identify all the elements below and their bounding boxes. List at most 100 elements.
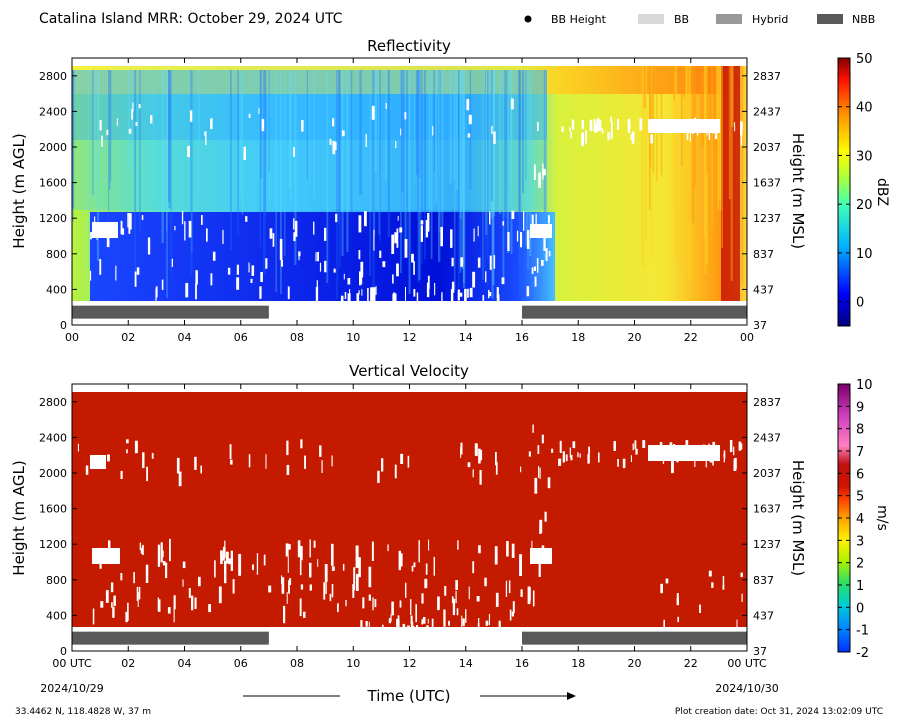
velocity-colorbar-ticks: -2 -1 0 1 2 3 4 5 6 7 8 9 10 xyxy=(838,378,873,661)
reflectivity-streak xyxy=(433,70,435,171)
velocity-gap xyxy=(577,452,579,458)
reflectivity-gap xyxy=(385,103,387,109)
velocity-gap xyxy=(476,596,480,602)
reflectivity-gap xyxy=(571,119,575,130)
reflectivity-gap xyxy=(394,293,397,309)
reflectivity-gap xyxy=(174,225,176,231)
reflectivity-streak xyxy=(313,70,315,197)
velocity-gap xyxy=(685,440,689,450)
reflectivity-gap xyxy=(537,121,539,131)
velocity-x-tick-label: 08 xyxy=(290,657,304,670)
reflectivity-gap xyxy=(493,131,496,144)
reflectivity-gap xyxy=(470,290,472,295)
velocity-gap xyxy=(723,453,725,463)
reflectivity-gap xyxy=(90,232,92,240)
reflectivity-gap xyxy=(250,278,253,283)
reflectivity-streak xyxy=(645,66,648,242)
reflectivity-gap xyxy=(511,210,515,219)
velocity-gap xyxy=(358,557,361,578)
reflectivity-y-tick-label-right: 1237 xyxy=(753,212,781,225)
reflectivity-streak xyxy=(131,70,133,170)
reflectivity-gap xyxy=(127,213,129,228)
reflectivity-x-tick-label: 04 xyxy=(178,331,192,344)
velocity-gap xyxy=(541,545,545,551)
reflectivity-streak xyxy=(469,70,472,190)
velocity-colorbar-tick-label: 8 xyxy=(856,423,864,438)
velocity-colorbar-tick-label: 5 xyxy=(856,490,864,505)
velocity-gap xyxy=(722,585,725,590)
reflectivity-low-echo-layer-2 xyxy=(72,140,547,210)
reflectivity-gap xyxy=(347,278,351,285)
velocity-gap xyxy=(286,440,289,456)
reflectivity-gap xyxy=(416,292,419,309)
velocity-gap xyxy=(708,570,712,577)
reflectivity-streak xyxy=(326,70,329,283)
velocity-gap xyxy=(360,620,363,631)
velocity-gap xyxy=(120,470,123,479)
reflectivity-gap xyxy=(617,119,620,130)
velocity-gap xyxy=(462,618,465,627)
reflectivity-streak xyxy=(413,70,416,186)
reflectivity-y-tick-label-left: 1200 xyxy=(39,212,67,225)
reflectivity-streak xyxy=(170,70,172,274)
reflectivity-x-tick-label: 16 xyxy=(515,331,529,344)
reflectivity-gap xyxy=(90,270,92,281)
velocity-field xyxy=(72,392,747,627)
velocity-gap xyxy=(139,542,141,551)
time-axis-arrow: Time (UTC) xyxy=(243,687,576,705)
reflectivity-gap xyxy=(315,252,317,262)
reflectivity-gap xyxy=(243,146,246,161)
reflectivity-gap xyxy=(548,215,550,224)
reflectivity-streak xyxy=(648,66,651,209)
reflectivity-y-tick-label-right: 1637 xyxy=(753,177,781,190)
velocity-gap xyxy=(218,586,222,604)
velocity-gap xyxy=(461,615,463,631)
velocity-gap xyxy=(162,561,166,566)
legend-label-bb-height: BB Height xyxy=(551,13,607,26)
reflectivity-streak xyxy=(741,66,744,285)
velocity-gap xyxy=(353,567,356,591)
reflectivity-x-tick-label: 06 xyxy=(234,331,248,344)
reflectivity-y-tick-label-right: 37 xyxy=(753,319,767,332)
velocity-colorbar-tick-label: -2 xyxy=(856,646,869,661)
velocity-gap xyxy=(188,588,191,598)
reflectivity-gap xyxy=(396,263,399,277)
velocity-x-tick-label: 00 UTC xyxy=(52,657,92,670)
velocity-y-tick-label-right: 2837 xyxy=(753,396,781,409)
velocity-gap xyxy=(319,445,322,457)
reflectivity-gap xyxy=(293,147,295,157)
reflectivity-streak xyxy=(454,70,456,290)
date-label-start: 2024/10/29 xyxy=(40,682,103,695)
reflectivity-streak xyxy=(346,70,349,252)
reflectivity-gap xyxy=(596,120,598,130)
reflectivity-x-tick-label: 08 xyxy=(290,331,304,344)
reflectivity-streak xyxy=(673,66,676,201)
velocity-gap xyxy=(182,579,184,587)
reflectivity-gap xyxy=(740,131,743,146)
velocity-gap xyxy=(451,596,454,603)
velocity-gap xyxy=(265,454,267,469)
velocity-gap xyxy=(733,459,737,471)
velocity-gap xyxy=(538,466,540,478)
reflectivity-gap xyxy=(507,232,510,251)
velocity-gap xyxy=(286,592,288,604)
velocity-gap xyxy=(252,564,254,571)
velocity-gap xyxy=(460,446,462,458)
velocity-gap xyxy=(299,554,302,576)
velocity-colorbar-tick-label: 6 xyxy=(856,467,864,482)
reflectivity-gap xyxy=(136,267,140,275)
reflectivity-streak xyxy=(401,70,404,192)
reflectivity-streak xyxy=(418,70,421,280)
reflectivity-gap xyxy=(570,131,573,139)
reflectivity-gap xyxy=(365,134,367,147)
velocity-gap xyxy=(405,582,407,598)
velocity-gap xyxy=(400,553,403,567)
reflectivity-gap xyxy=(359,271,362,286)
velocity-x-tick-label: 18 xyxy=(571,657,585,670)
reflectivity-gap xyxy=(639,118,643,131)
reflectivity-gap xyxy=(101,135,103,147)
velocity-gap xyxy=(598,452,600,463)
velocity-gap xyxy=(632,443,634,451)
velocity-gap xyxy=(317,559,319,567)
legend-swatch-nbb xyxy=(817,14,843,24)
